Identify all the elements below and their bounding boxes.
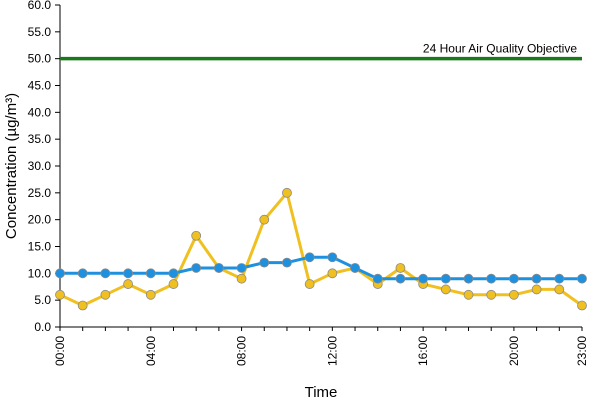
y-tick-label: 10.0	[28, 266, 52, 280]
data-point	[531, 284, 542, 295]
data-point	[259, 257, 270, 268]
data-point	[395, 273, 406, 284]
y-tick-label: 20.0	[28, 213, 52, 227]
data-point	[55, 268, 65, 279]
data-point	[395, 263, 406, 273]
data-point	[236, 263, 247, 273]
data-point	[213, 263, 224, 273]
data-point	[372, 273, 383, 284]
x-tick-label: 12:00	[325, 336, 339, 366]
data-point	[168, 279, 179, 289]
reference-line-label: 24 Hour Air Quality Objective	[423, 42, 577, 56]
data-point	[100, 289, 111, 300]
data-point	[509, 273, 519, 284]
data-point	[191, 230, 202, 241]
data-point	[77, 268, 88, 279]
y-axis: 0.0 5.0 10.0 15.0 20.0 25.0 30.0 35.0 40.0 45.0 50…	[28, 0, 61, 334]
data-point	[440, 284, 451, 295]
x-axis-title: Time	[305, 384, 338, 400]
data-point	[418, 273, 429, 284]
data-point	[486, 273, 497, 284]
reference-line-group: 24 Hour Air Quality Objective	[60, 42, 582, 61]
data-point	[282, 187, 292, 198]
data-point	[304, 279, 315, 289]
series-layer	[55, 187, 587, 311]
x-axis: 00:00 04:00 08:00 12:00 16:00 20:00 23:00	[53, 326, 589, 366]
x-tick-label: 00:00	[53, 336, 67, 366]
data-point	[259, 214, 270, 225]
x-tick-label: 08:00	[235, 336, 249, 366]
data-point	[100, 268, 111, 279]
x-tick-label: 16:00	[416, 336, 430, 366]
data-point	[463, 289, 474, 300]
data-point	[77, 300, 88, 311]
data-point	[531, 273, 542, 284]
x-tick-label: 23:00	[575, 336, 589, 366]
data-point	[577, 300, 587, 311]
y-tick-label: 55.0	[28, 25, 52, 39]
y-tick-label: 5.0	[34, 293, 51, 307]
y-tick-label: 0.0	[34, 320, 51, 334]
data-point	[327, 252, 338, 263]
data-point	[554, 273, 565, 284]
data-point	[145, 268, 156, 279]
data-point	[327, 268, 338, 279]
y-axis-title: Concentration (µg/m³)	[3, 93, 20, 239]
series-line	[60, 255, 582, 281]
data-point	[304, 252, 315, 263]
y-tick-label: 60.0	[28, 0, 52, 12]
series-line	[59, 191, 583, 307]
data-point	[554, 284, 565, 295]
x-tick-label: 04:00	[144, 336, 158, 366]
y-tick-label: 40.0	[28, 105, 52, 119]
data-point	[486, 289, 497, 300]
y-tick-label: 50.0	[28, 52, 52, 66]
data-point	[191, 263, 202, 273]
series-1	[55, 187, 587, 311]
data-point	[440, 273, 451, 284]
y-tick-label: 30.0	[28, 159, 52, 173]
y-tick-label: 25.0	[28, 186, 52, 200]
data-point	[123, 279, 133, 289]
x-tick-label: 20:00	[507, 336, 521, 366]
data-point	[463, 273, 474, 284]
data-point	[236, 273, 247, 284]
data-point	[55, 289, 65, 300]
y-tick-label: 15.0	[28, 240, 52, 254]
data-point	[509, 289, 519, 300]
data-point	[123, 268, 133, 279]
data-point	[168, 268, 179, 279]
y-tick-label: 35.0	[28, 132, 52, 146]
data-point	[350, 263, 360, 273]
series-0	[55, 252, 587, 284]
data-point	[282, 257, 292, 268]
y-tick-label: 45.0	[28, 79, 52, 93]
data-point	[145, 289, 156, 300]
data-point	[577, 273, 587, 284]
